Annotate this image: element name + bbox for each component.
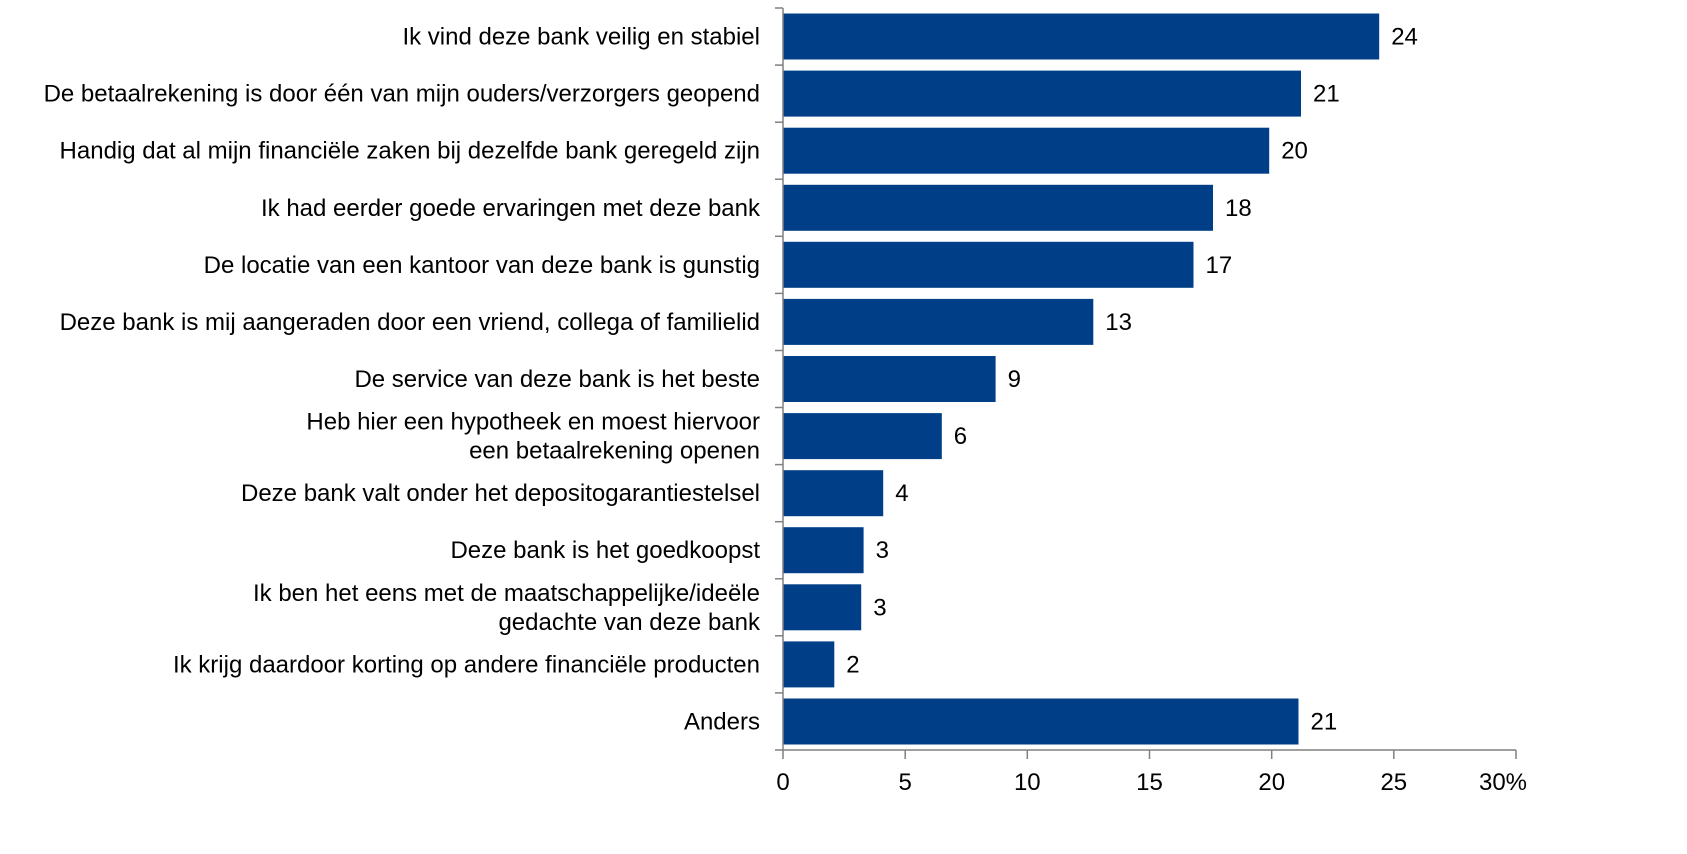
data-label: 21	[1311, 709, 1338, 736]
category-label-line: De service van deze bank is het beste	[354, 366, 760, 393]
category-label: De locatie van een kantoor van deze bank…	[204, 252, 760, 279]
bar	[783, 527, 864, 574]
x-tick-label: 10	[1014, 769, 1041, 796]
category-label: Deze bank valt onder het depositogaranti…	[241, 480, 760, 507]
category-label: Ik krijg daardoor korting op andere fina…	[173, 651, 760, 678]
category-label: Deze bank is mij aangeraden door een vri…	[60, 309, 760, 336]
bar	[783, 13, 1380, 60]
bar	[783, 413, 942, 460]
category-label-line: Anders	[684, 709, 760, 736]
data-label: 20	[1281, 138, 1308, 165]
category-label: Heb hier een hypotheek en moest hiervoor…	[306, 409, 760, 465]
category-label: De betaalrekening is door één van mijn o…	[44, 81, 760, 108]
data-label: 17	[1206, 252, 1233, 279]
category-label-line: een betaalrekening openen	[469, 438, 760, 465]
bar	[783, 470, 884, 517]
x-tick-label: 20	[1258, 769, 1285, 796]
category-label-line: Handig dat al mijn financiële zaken bij …	[60, 138, 760, 165]
bar	[783, 641, 835, 688]
category-labels-group: Ik vind deze bank veilig en stabiel De be…	[44, 24, 761, 736]
x-tick-label: 0	[776, 769, 789, 796]
data-label: 6	[954, 423, 967, 450]
category-label-line: De locatie van een kantoor van deze bank…	[204, 252, 760, 279]
category-label-line: Ik had eerder goede ervaringen met deze …	[261, 195, 761, 222]
bar	[783, 298, 1094, 345]
category-label: Ik had eerder goede ervaringen met deze …	[261, 195, 761, 222]
value-labels-group: 24 21 20 18 17 13 9 6 4 3 3 2 21	[846, 24, 1418, 736]
x-tick-label: 30%	[1479, 769, 1527, 796]
data-label: 4	[895, 480, 908, 507]
category-label-line: gedachte van deze bank	[498, 609, 761, 636]
x-tick-label: 25	[1380, 769, 1407, 796]
data-label: 3	[876, 537, 889, 564]
x-tick-label: 5	[899, 769, 912, 796]
bar	[783, 184, 1213, 231]
data-label: 24	[1391, 24, 1418, 51]
bar	[783, 127, 1270, 174]
category-label-line: Deze bank valt onder het depositogaranti…	[241, 480, 760, 507]
category-label: Deze bank is het goedkoopst	[450, 537, 760, 564]
category-label: De service van deze bank is het beste	[354, 366, 760, 393]
category-label-line: Deze bank is het goedkoopst	[450, 537, 760, 564]
category-label-line: Deze bank is mij aangeraden door een vri…	[60, 309, 760, 336]
category-label: Anders	[684, 709, 760, 736]
data-label: 13	[1105, 309, 1132, 336]
x-tick-label: 15	[1136, 769, 1163, 796]
data-label: 3	[873, 594, 886, 621]
bar	[783, 584, 862, 631]
category-label: Ik vind deze bank veilig en stabiel	[402, 24, 760, 51]
data-label: 2	[846, 651, 859, 678]
category-label-line: Ik ben het eens met de maatschappelijke/…	[253, 580, 760, 607]
category-label-line: Ik vind deze bank veilig en stabiel	[402, 24, 760, 51]
category-label: Handig dat al mijn financiële zaken bij …	[60, 138, 760, 165]
data-label: 18	[1225, 195, 1252, 222]
bar	[783, 70, 1301, 117]
category-label-line: De betaalrekening is door één van mijn o…	[44, 81, 760, 108]
category-label-line: Heb hier een hypotheek en moest hiervoor	[306, 409, 760, 436]
category-label: Ik ben het eens met de maatschappelijke/…	[253, 580, 761, 636]
bar	[783, 241, 1194, 288]
axes-group: 0 5 10 15 20 25 30%	[775, 7, 1527, 796]
data-label: 21	[1313, 81, 1340, 108]
bar	[783, 356, 996, 402]
data-label: 9	[1008, 366, 1021, 393]
category-label-line: Ik krijg daardoor korting op andere fina…	[173, 651, 760, 678]
bar	[783, 698, 1299, 745]
bars-group	[783, 13, 1380, 745]
